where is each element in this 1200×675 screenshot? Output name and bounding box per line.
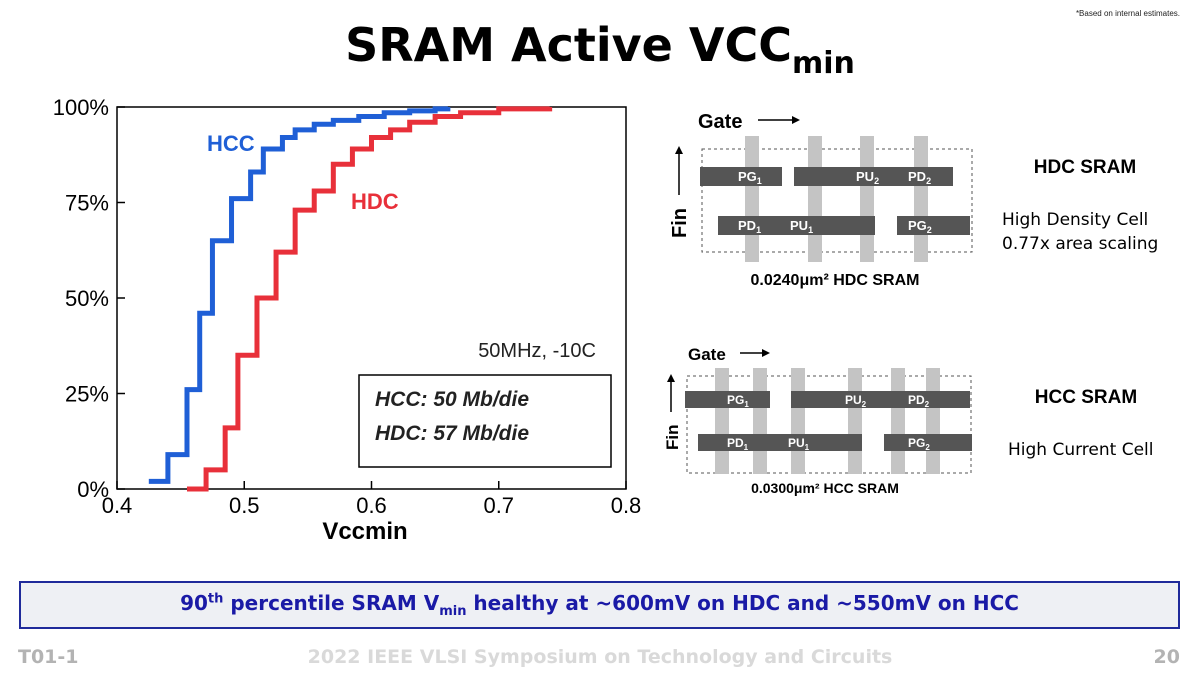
hdc-caption: 0.0240μm² HDC SRAM: [751, 272, 920, 289]
hdc-fin-arrowhead: [675, 146, 683, 154]
box-hcc-line: HCC: 50 Mb/die: [375, 388, 529, 411]
hcc-gate-strip: [791, 368, 805, 474]
hdc-label-pu2: PU2: [856, 169, 879, 186]
hcc-caption: 0.0300μm² HCC SRAM: [751, 480, 899, 496]
hcc-side-title: HCC SRAM: [1035, 387, 1137, 408]
hcc-fin: [685, 391, 770, 408]
series-line-hcc: [148, 106, 451, 484]
hdc-gate-strip: [860, 136, 874, 262]
hcc-gate-strip: [891, 368, 905, 474]
hcc-sram-layout-diagram: Gate Fin PG1 PU2 PD2 PD1 PU1 PG2 0.0300μ…: [663, 345, 1154, 496]
y-tick-label: 25%: [65, 382, 109, 407]
hdc-side-title: HDC SRAM: [1034, 157, 1136, 178]
hdc-side-desc1: High Density Cell: [1002, 210, 1148, 230]
hdc-label-pu1: PU1: [790, 218, 813, 235]
hcc-gate-strip: [848, 368, 862, 474]
hcc-gate-strip: [753, 368, 767, 474]
hcc-fin: [791, 391, 970, 408]
hcc-cell-boundary: [686, 375, 972, 474]
hdc-gate-strip: [745, 136, 759, 262]
hdc-fin: [897, 216, 970, 235]
hcc-label-pu1: PU1: [788, 436, 810, 452]
title-subscript: min: [791, 46, 855, 81]
legend-label-hcc: HCC: [207, 131, 255, 156]
hdc-fin: [718, 216, 875, 235]
hcc-side-desc1: High Current Cell: [1008, 440, 1154, 460]
hdc-gate-strip: [914, 136, 928, 262]
hcc-gate-arrowhead: [762, 349, 770, 357]
x-tick-label: 0.8: [611, 493, 642, 518]
hdc-gate-label: Gate: [698, 111, 742, 133]
hcc-gate-strip: [926, 368, 940, 474]
hdc-side-desc2: 0.77x area scaling: [1002, 234, 1158, 254]
slide-title: SRAM Active VCCmin: [0, 18, 1200, 81]
hcc-label-pu2: PU2: [845, 393, 867, 409]
hcc-label-pg1: PG1: [727, 393, 749, 409]
banner-sub: min: [439, 604, 467, 619]
hdc-label-pg2: PG2: [908, 218, 932, 235]
x-tick-label: 0.6: [356, 493, 387, 518]
box-hdc-line: HDC: 57 Mb/die: [375, 422, 529, 445]
y-tick-label: 0%: [77, 477, 109, 502]
banner-part3: healthy at ~600mV on HDC and ~550mV on H…: [466, 591, 1019, 615]
hdc-gate-arrowhead: [792, 116, 800, 124]
hdc-fin-label: Fin: [669, 208, 691, 238]
series-line-hdc: [186, 106, 553, 492]
hdc-fin: [794, 167, 953, 186]
footnote: *Based on internal estimates.: [1075, 9, 1180, 18]
hdc-gate-strip: [808, 136, 822, 262]
hcc-gate-strip: [715, 368, 729, 474]
hcc-fin: [884, 434, 972, 451]
x-axis-label: Vccmin: [322, 518, 407, 545]
title-main: SRAM Active VCC: [345, 18, 792, 72]
y-tick-label: 100%: [53, 95, 109, 120]
hdc-sram-layout-diagram: Gate Fin PG1 PU2 PD2 PD1 PU1 PG2 0.0240μ…: [669, 111, 1158, 289]
banner-part1: 90: [180, 591, 208, 615]
banner-part2: percentile SRAM V: [223, 591, 440, 615]
x-tick-label: 0.5: [229, 493, 260, 518]
x-tick-label: 0.4: [102, 493, 133, 518]
hcc-fin-arrowhead: [667, 374, 675, 382]
hdc-label-pd1: PD1: [738, 218, 761, 235]
hdc-fin: [700, 167, 782, 186]
y-tick-label: 50%: [65, 286, 109, 311]
footer-page-number: 20: [1153, 646, 1180, 668]
condition-annotation: 50MHz, -10C: [478, 340, 596, 362]
hdc-label-pd2: PD2: [908, 169, 931, 186]
legend-label-hdc: HDC: [351, 189, 399, 214]
vccmin-cdf-chart: 0% 25% 50% 75% 100% 0.4 0.5 0.6 0.7 0.8 Vccmin H…: [53, 95, 642, 545]
y-tick-label: 75%: [65, 191, 109, 216]
hdc-label-pg1: PG1: [738, 169, 762, 186]
hcc-gate-label: Gate: [688, 345, 726, 364]
footer-session-id: T01-1: [18, 646, 79, 668]
hcc-label-pd2: PD2: [908, 393, 930, 409]
hcc-fin: [698, 434, 862, 451]
hcc-fin-label: Fin: [663, 425, 682, 451]
hcc-label-pg2: PG2: [908, 436, 930, 452]
summary-banner: 90th percentile SRAM Vmin healthy at ~60…: [19, 581, 1180, 629]
banner-sup: th: [207, 591, 224, 607]
footer-conference: 2022 IEEE VLSI Symposium on Technology a…: [307, 646, 893, 668]
hdc-cell-boundary: [701, 148, 973, 253]
summary-text: 90th percentile SRAM Vmin healthy at ~60…: [180, 591, 1019, 619]
mb-per-die-box: [358, 374, 612, 468]
hcc-label-pd1: PD1: [727, 436, 749, 452]
x-tick-label: 0.7: [483, 493, 514, 518]
